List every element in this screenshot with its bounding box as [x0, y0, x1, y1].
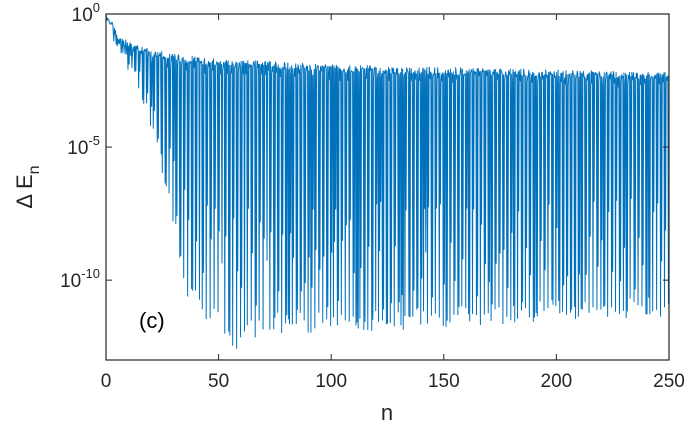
x-tick-label: 0: [101, 371, 112, 392]
y-tick-label-exponent: 0: [93, 0, 100, 15]
y-axis-label-base: Δ E: [12, 174, 37, 208]
x-tick-label: 100: [315, 371, 347, 392]
x-axis: 0 50 100 150 200 250: [101, 14, 685, 392]
axes-box: [105, 13, 670, 361]
x-tick-label: 200: [541, 371, 573, 392]
series-line: [105, 14, 670, 349]
y-axis-label-subscript: n: [26, 165, 43, 174]
y-tick-label: 10-5: [67, 133, 100, 159]
y-tick-label-base: 10: [67, 138, 88, 159]
x-axis-label: n: [381, 400, 393, 424]
x-tick-label: 50: [208, 371, 229, 392]
x-tick-label: 150: [428, 371, 460, 392]
x-tick-label: 250: [653, 371, 685, 392]
y-tick-label: 10-10: [60, 266, 100, 292]
y-tick-label-base: 10: [72, 5, 93, 26]
panel-label: (c): [139, 308, 165, 333]
y-axis-label: Δ En: [12, 165, 43, 208]
y-tick-label-base: 10: [60, 271, 81, 292]
y-tick-label: 100: [72, 0, 100, 26]
y-tick-label-exponent: -5: [88, 133, 100, 148]
y-tick-label-exponent: -10: [81, 266, 100, 281]
